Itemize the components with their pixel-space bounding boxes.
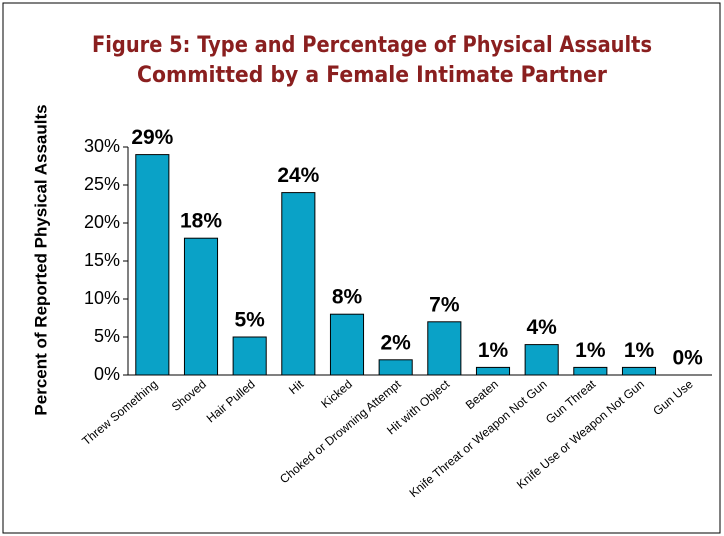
x-tick-label: Hair Pulled — [204, 377, 258, 425]
y-tick-label: 25% — [84, 174, 120, 194]
value-label: 1% — [624, 339, 655, 362]
value-label: 0% — [672, 347, 703, 370]
bar — [183, 237, 219, 376]
bar — [524, 344, 559, 376]
y-tick-label: 0% — [94, 364, 120, 384]
value-label: 8% — [332, 286, 363, 309]
y-tick-label: 20% — [84, 212, 120, 232]
y-axis-label: Percent of Reported Physical Assaults — [31, 104, 50, 415]
bar — [232, 336, 267, 376]
y-tick-label: 30% — [84, 136, 120, 156]
bar — [329, 313, 365, 376]
y-tick-label: 10% — [84, 288, 120, 308]
x-tick-label: Threw Something — [79, 377, 160, 448]
value-label: 1% — [575, 339, 606, 362]
y-tick-label: 15% — [84, 250, 120, 270]
bar — [281, 192, 316, 376]
y-tick-label: 5% — [94, 326, 120, 346]
bar — [621, 366, 657, 376]
value-label: 5% — [234, 309, 265, 332]
value-label: 4% — [526, 316, 557, 339]
x-tick-label: Gun Use — [650, 377, 696, 418]
chart-title: Figure 5: Type and Percentage of Physica… — [92, 33, 652, 58]
bar — [135, 154, 170, 376]
bar — [427, 321, 462, 376]
chart-title: Committed by a Female Intimate Partner — [137, 63, 607, 88]
value-label: 18% — [180, 210, 222, 233]
x-tick-label: Shoved — [169, 377, 209, 414]
x-tick-label: Beaten — [463, 377, 501, 412]
value-label: 1% — [478, 339, 509, 362]
bar — [378, 359, 413, 376]
x-tick-label: Kicked — [318, 377, 355, 411]
value-label: 24% — [277, 164, 319, 187]
value-label: 2% — [380, 331, 411, 354]
bar — [573, 366, 608, 376]
bar — [475, 366, 511, 376]
value-label: 7% — [429, 293, 460, 316]
x-tick-label: Hit — [286, 377, 307, 398]
value-label: 29% — [131, 126, 173, 149]
